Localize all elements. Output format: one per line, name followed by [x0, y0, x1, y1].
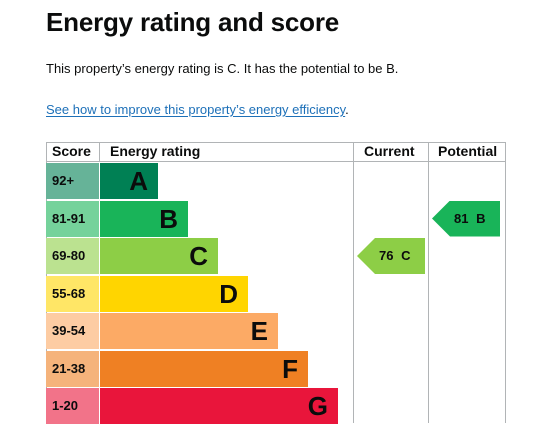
- header-bottom-border: [46, 161, 506, 162]
- potential-rating-arrow: 81 B: [432, 200, 500, 237]
- potential-score: 81: [454, 210, 469, 226]
- band-score-range: 21-38: [46, 350, 99, 387]
- header-potential: Potential: [438, 143, 498, 159]
- energy-rating-chart: Score Energy rating Current Potential 92…: [46, 142, 506, 424]
- chart-top-border: [46, 142, 506, 143]
- rating-summary: This property’s energy rating is C. It h…: [46, 61, 399, 76]
- current-letter: C: [401, 248, 411, 263]
- band-score-range: 69-80: [46, 238, 99, 274]
- score-divider: [99, 142, 100, 161]
- improve-link-suffix: .: [345, 102, 349, 117]
- page-title: Energy rating and score: [46, 7, 340, 37]
- band-bar-g: G: [100, 388, 338, 424]
- band-score-range: 92+: [46, 163, 99, 199]
- header-energy-rating: Energy rating: [110, 143, 201, 159]
- chart-right-border: [505, 142, 506, 423]
- band-score-range: 1-20: [46, 388, 99, 424]
- band-bar-b: B: [100, 200, 188, 237]
- band-bar-f: F: [100, 350, 308, 387]
- potential-left-border: [428, 142, 429, 423]
- band-bar-c: C: [100, 238, 218, 274]
- band-score-range: 81-91: [46, 200, 99, 237]
- band-score-range: 55-68: [46, 275, 99, 312]
- current-left-border: [353, 142, 354, 423]
- header-score: Score: [52, 143, 91, 159]
- band-bar-a: A: [100, 163, 158, 199]
- band-bar-d: D: [100, 275, 248, 312]
- potential-letter: B: [476, 210, 486, 226]
- current-score: 76: [379, 248, 394, 263]
- improve-line: See how to improve this property’s energ…: [46, 101, 349, 119]
- improve-efficiency-link[interactable]: See how to improve this property’s energ…: [46, 102, 346, 117]
- header-current: Current: [364, 143, 415, 159]
- current-rating-arrow: 76 C: [357, 238, 425, 274]
- band-bar-e: E: [100, 313, 278, 349]
- band-score-range: 39-54: [46, 313, 99, 349]
